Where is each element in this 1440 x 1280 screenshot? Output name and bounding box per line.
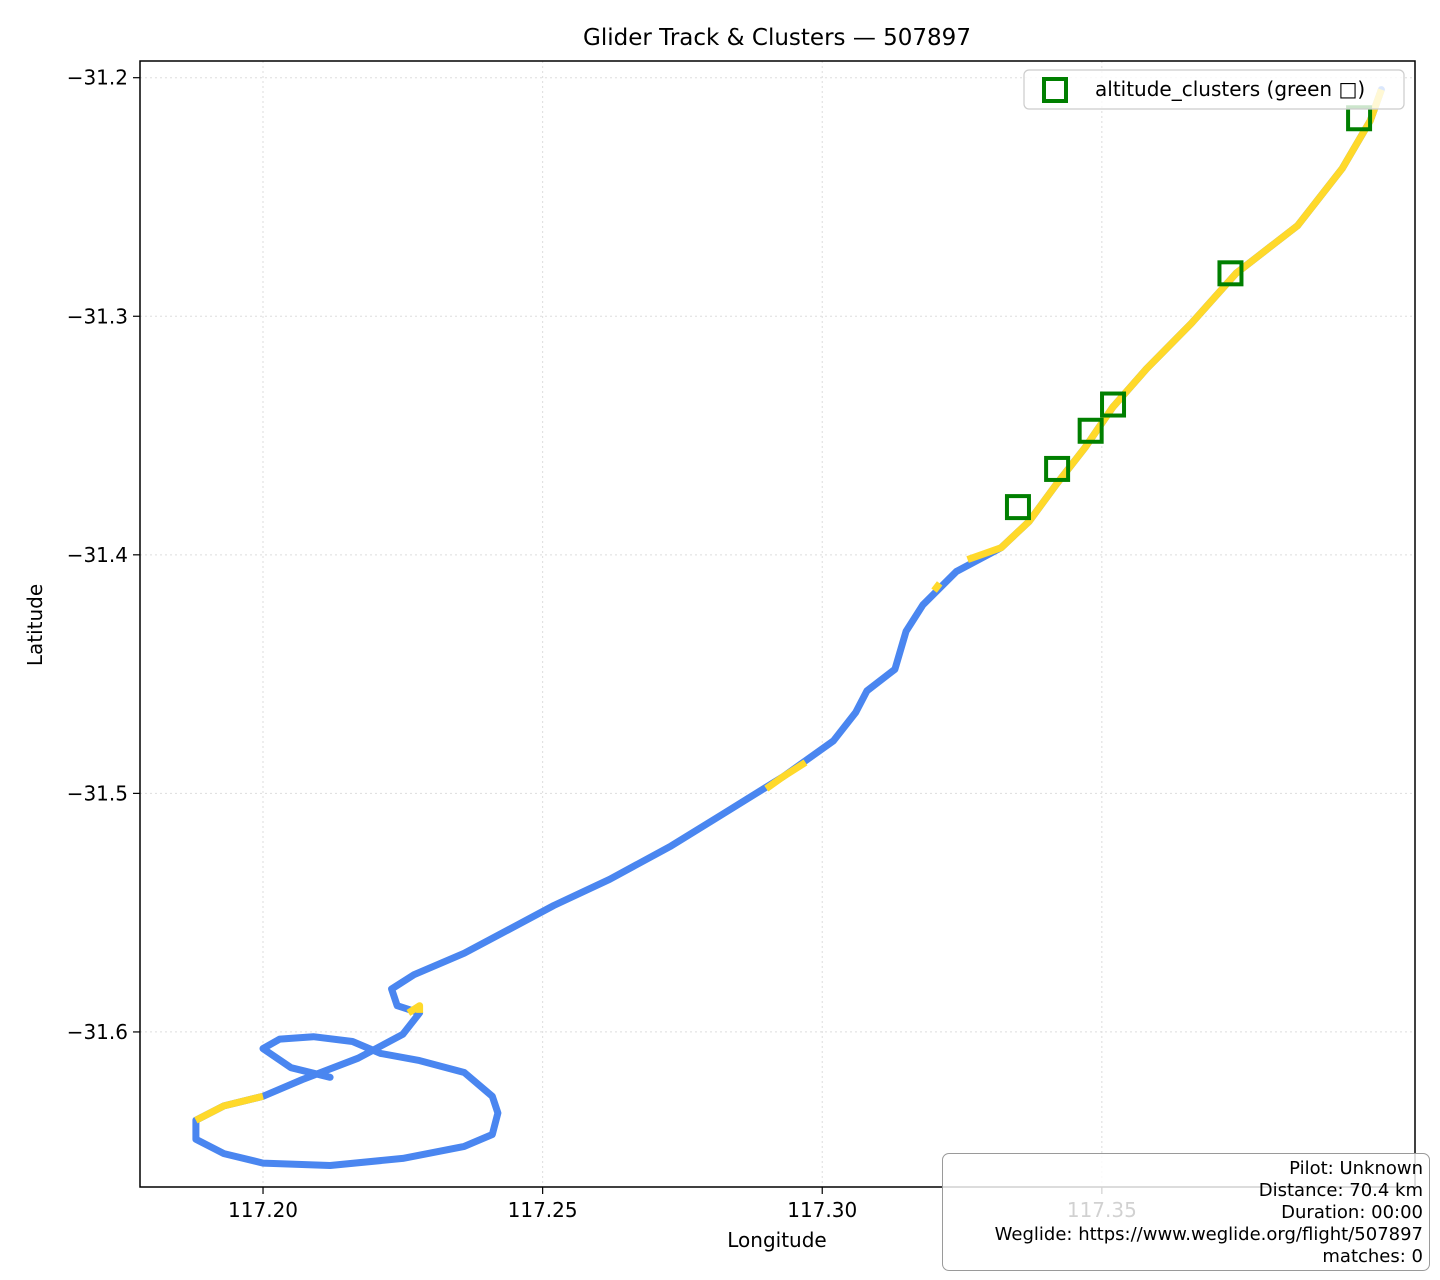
track-segment-yellow bbox=[931, 581, 943, 593]
legend-square-marker bbox=[1042, 77, 1068, 103]
cluster-square-marker bbox=[1077, 417, 1104, 444]
grid bbox=[140, 61, 1415, 1187]
pilot-line: Pilot: Unknown bbox=[1289, 1158, 1423, 1179]
y-tick-label: −31.3 bbox=[67, 304, 128, 328]
cluster-square-marker bbox=[1004, 494, 1031, 521]
track-segment-yellow bbox=[966, 88, 1385, 563]
duration-line: Duration: 00:00 bbox=[1281, 1202, 1423, 1223]
track-segment-yellow bbox=[764, 759, 808, 792]
distance-line: Distance: 70.4 km bbox=[1258, 1180, 1423, 1201]
cluster-square-marker bbox=[1217, 260, 1244, 287]
cluster-square-marker bbox=[1100, 391, 1127, 418]
track-line-blue bbox=[192, 86, 1385, 1169]
axis-ticks: 117.20117.25117.30117.35−31.2−31.3−31.4−… bbox=[67, 66, 1137, 1222]
plot-area-frame bbox=[139, 60, 1416, 1188]
cluster-markers bbox=[1004, 105, 1373, 521]
y-tick-label: −31.4 bbox=[67, 543, 128, 567]
x-tick-label: 117.30 bbox=[787, 1198, 857, 1222]
matches-line: matches: 0 bbox=[1322, 1246, 1423, 1267]
y-tick-label: −31.2 bbox=[67, 66, 128, 90]
track-segment-yellow bbox=[406, 1002, 424, 1016]
track-segment-yellow bbox=[194, 1092, 264, 1124]
cluster-square-marker bbox=[1044, 455, 1071, 482]
chart-title: Glider Track & Clusters — 507897 bbox=[583, 25, 971, 51]
x-tick-label: 117.20 bbox=[228, 1198, 298, 1222]
x-tick-label: 117.25 bbox=[508, 1198, 578, 1222]
y-tick-label: −31.5 bbox=[67, 781, 128, 805]
weglide-line: Weglide: https://www.weglide.org/flight/… bbox=[994, 1224, 1423, 1245]
y-tick-label: −31.6 bbox=[67, 1020, 128, 1044]
y-axis-label: Latitude bbox=[23, 584, 47, 666]
legend: altitude_clusters (green □) bbox=[1023, 69, 1405, 110]
flight-info-box: Pilot: Unknown Distance: 70.4 km Duratio… bbox=[942, 1153, 1430, 1271]
legend-frame bbox=[1023, 69, 1405, 110]
legend-label: altitude_clusters (green □) bbox=[1095, 77, 1365, 101]
x-axis-label: Longitude bbox=[727, 1228, 826, 1252]
flight-track bbox=[192, 86, 1385, 1169]
